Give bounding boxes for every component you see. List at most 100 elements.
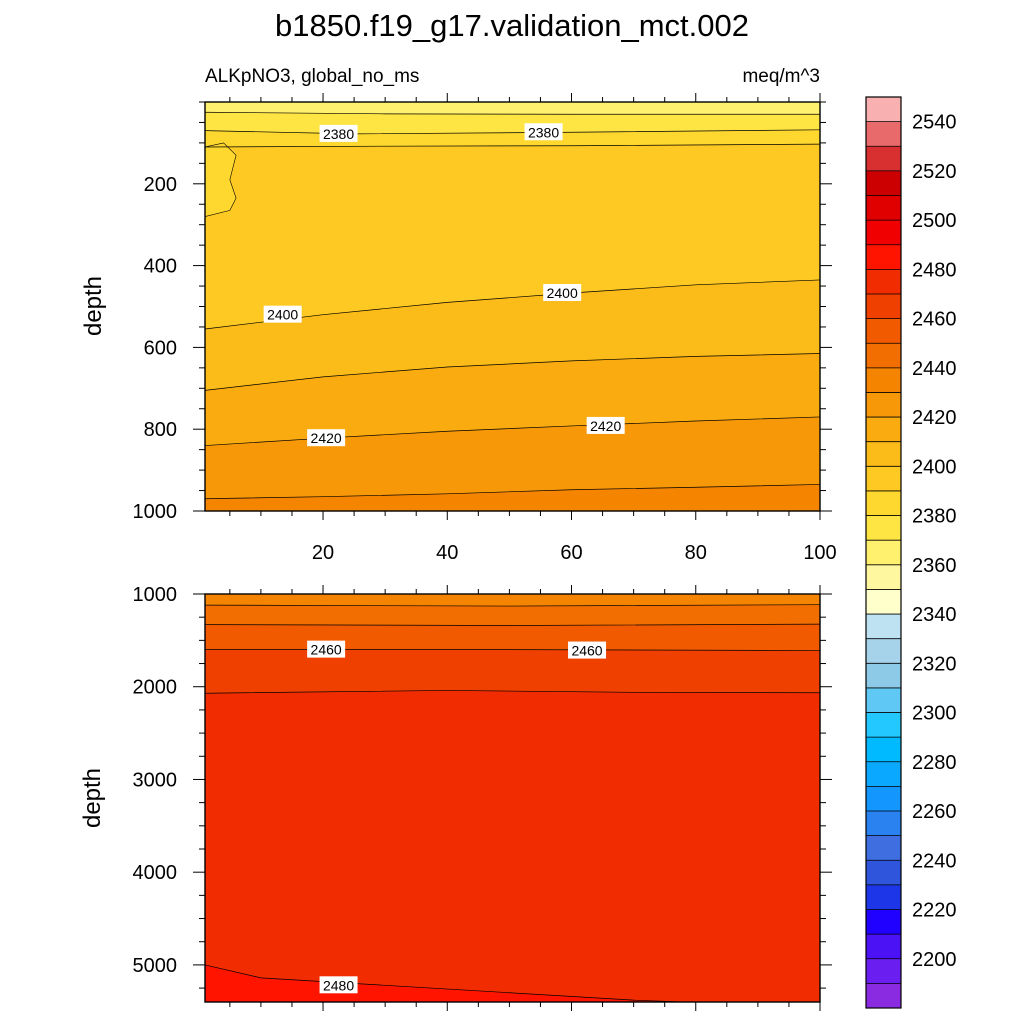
svg-text:2400: 2400 (547, 285, 578, 301)
colorbar-swatch (866, 614, 901, 639)
variable-subtitle: ALKpNO3, global_no_ms (205, 66, 419, 87)
colorbar-swatch (866, 958, 901, 984)
contour-line-2470 (205, 690, 820, 694)
contour-label-2380: 2380 (524, 123, 563, 140)
svg-text:2400: 2400 (267, 307, 298, 323)
y-tick-label: 400 (144, 256, 177, 278)
colorbar-swatch (866, 244, 901, 270)
colorbar-label: 2240 (912, 850, 957, 872)
colorbar-label: 2340 (912, 604, 957, 626)
contour-pocket-2390 (205, 142, 237, 217)
x-tick-label: 80 (685, 542, 707, 564)
contour-line-2410 (205, 353, 820, 391)
contour-line-2380 (205, 129, 820, 135)
colorbar-swatch (866, 564, 901, 590)
colorbar-swatch (866, 835, 901, 861)
contour-line-2420 (205, 416, 820, 446)
colorbar-swatch (866, 269, 901, 295)
colorbar-label: 2500 (912, 210, 957, 232)
x-tick-label: 60 (560, 542, 582, 564)
colorbar-swatch (866, 170, 901, 196)
contour-label-2420: 2420 (307, 429, 346, 447)
colorbar-swatch (866, 293, 901, 319)
lower-panel: 2460 2460 2480 1000 2000 3000 4000 5000 (133, 584, 832, 1011)
colorbar-swatch (866, 786, 901, 812)
svg-text:2380: 2380 (323, 126, 354, 142)
colorbar-swatch (866, 515, 901, 541)
contour-band-2470 (205, 690, 820, 1002)
colorbar-swatch (866, 860, 901, 886)
contour-band-2430 (205, 484, 820, 511)
colorbar-swatch (866, 983, 901, 1009)
units-subtitle: meq/m^3 (742, 66, 820, 87)
y-tick-label: 1000 (133, 584, 178, 606)
y-tick-label: 5000 (133, 955, 178, 977)
colorbar-swatch (866, 934, 901, 960)
colorbar-swatch (866, 367, 901, 393)
colorbar-label: 2260 (912, 801, 957, 823)
colorbar-label: 2420 (912, 407, 957, 429)
colorbar-swatch (866, 490, 901, 516)
contour-line-2400 (205, 279, 820, 330)
y-tick-label: 200 (144, 174, 177, 196)
contour-line-2430 (205, 484, 820, 500)
colorbar-label: 2320 (912, 653, 957, 675)
upper-panel: 2380 2380 2400 2400 2420 2420 20 40 60 80 100 200 40… (133, 93, 837, 564)
y-tick-label: 2000 (133, 677, 178, 699)
plot-frame (204, 593, 821, 1003)
colorbar-label: 2520 (912, 161, 957, 183)
colorbar-label: 2440 (912, 358, 957, 380)
colorbar-swatch (866, 540, 901, 566)
colorbar-swatch (866, 343, 901, 369)
colorbar-swatch (866, 146, 901, 172)
svg-text:2420: 2420 (311, 430, 342, 446)
y-tick-label: 3000 (133, 769, 178, 791)
colorbar-swatch (866, 687, 901, 713)
contour-label-2420: 2420 (586, 416, 625, 434)
colorbar: 2200 2220 2240 2260 2280 2300 2320 2340 2360 2380… (865, 96, 957, 1009)
colorbar-swatch (866, 811, 901, 836)
colorbar-swatch (866, 318, 901, 344)
colorbar-label: 2460 (912, 309, 957, 331)
colorbar-swatch (866, 589, 901, 615)
x-tick-label: 20 (312, 542, 334, 564)
colorbar-swatch (866, 417, 901, 443)
colorbar-label: 2360 (912, 555, 957, 577)
contour-band-2420 (205, 416, 820, 511)
colorbar-swatch (866, 761, 901, 787)
colorbar-swatch (866, 737, 901, 763)
colorbar-swatch (866, 909, 901, 935)
contour-label-2460: 2460 (307, 640, 346, 658)
colorbar-swatch (866, 97, 901, 122)
colorbar-swatch (866, 884, 901, 910)
svg-text:2420: 2420 (590, 418, 621, 434)
svg-text:2480: 2480 (323, 977, 354, 993)
colorbar-label: 2480 (912, 259, 957, 281)
contour-label-2400: 2400 (543, 284, 582, 302)
y-tick-label: 4000 (133, 862, 178, 884)
colorbar-swatch (866, 195, 901, 221)
contour-line-2480 (205, 964, 684, 1002)
colorbar-label: 2300 (912, 703, 957, 725)
colorbar-swatch (866, 663, 901, 689)
colorbar-swatch (866, 638, 901, 664)
contour-label-2480: 2480 (319, 976, 358, 994)
contour-line-2460 (205, 649, 820, 651)
contour-line-2390 (205, 143, 820, 148)
contour-line-2440 (205, 604, 820, 607)
y-tick-label: 1000 (133, 501, 178, 523)
contour-line-2450 (205, 623, 820, 626)
colorbar-swatch (866, 441, 901, 467)
colorbar-label: 2540 (912, 112, 957, 134)
y-tick-label: 800 (144, 419, 177, 441)
svg-text:2460: 2460 (571, 643, 602, 659)
colorbar-label: 2380 (912, 506, 957, 528)
colorbar-label: 2200 (912, 949, 957, 971)
colorbar-label: 2280 (912, 752, 957, 774)
svg-text:2380: 2380 (528, 124, 559, 140)
contour-label-2400: 2400 (263, 305, 302, 323)
x-tick-label: 40 (436, 542, 458, 564)
colorbar-swatch (866, 392, 901, 418)
contour-band-2480 (205, 964, 820, 1002)
